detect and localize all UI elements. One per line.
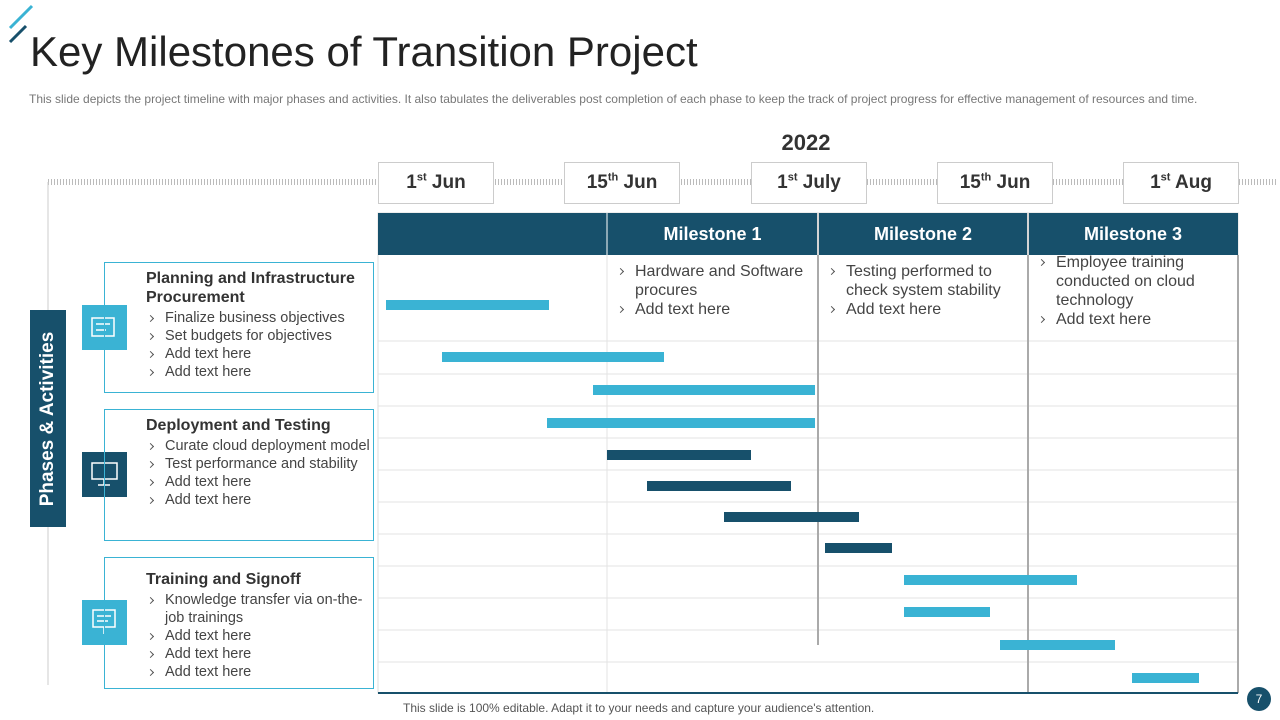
phase-box: Planning and Infrastructure Procurement F… [104,262,374,393]
phase-items: Curate cloud deployment model Test perfor… [146,437,373,509]
date-box: 1st Aug [1123,162,1239,204]
title: Key Milestones of Transition Project [30,28,698,75]
milestone-items: Testing performed to check system stabil… [827,262,1017,319]
phase-item: Add text here [146,663,373,681]
date-month: Jun [996,172,1031,193]
footer: This slide is 100% editable. Adapt it to… [403,701,875,715]
date-month: Jun [431,172,466,193]
date-day: 1 [1150,172,1161,193]
phase-title: Deployment and Testing [146,417,331,434]
milestone-items: Employee training conducted on cloud tec… [1037,253,1227,329]
phase-item: Add text here [146,627,373,645]
phase-items: Finalize business objectives Set budgets … [146,309,373,381]
date-month: Aug [1175,172,1212,193]
milestone-title: Milestone 1 [663,224,762,244]
phase-items: Knowledge transfer via on-the-job traini… [146,591,373,681]
subtitle: This slide depicts the project timeline … [29,92,1198,106]
phase-item: Add text here [146,473,373,491]
phase-title: Planning and Infrastructure Procurement [146,270,355,306]
phase-box: Training and Signoff Knowledge transfer v… [104,557,374,689]
milestone-item: Add text here [1037,310,1227,329]
milestone-item: Employee training conducted on cloud tec… [1037,253,1227,310]
date-suffix: st [1160,171,1171,184]
side-label-box: Phases & Activities [30,310,66,527]
phase-item: Test performance and stability [146,455,373,473]
phase-item: Finalize business objectives [146,309,373,327]
phase-item: Knowledge transfer via on-the-job traini… [146,591,373,627]
phase-item: Add text here [146,645,373,663]
milestone-item: Add text here [827,300,1017,319]
date-month: July [802,172,841,193]
milestone-item: Add text here [616,300,807,319]
phase-item: Add text here [146,491,373,509]
milestone-title: Milestone 3 [1083,224,1183,244]
phase-box: Deployment and Testing Curate cloud deplo… [104,409,374,541]
phase-item: Set budgets for objectives [146,327,373,345]
date-day: 1 [777,172,788,193]
date-day: 15 [959,172,981,193]
date-day: 1 [406,172,417,193]
date-month: Jun [623,172,658,193]
phase-item: Add text here [146,345,373,363]
year: 2022 [781,130,831,155]
date-suffix: th [607,171,619,184]
date-suffix: st [416,171,427,184]
date-suffix: th [980,171,992,184]
milestone-item: Hardware and Software procures [616,262,807,300]
date-box: 15th Jun [937,162,1053,204]
date-suffix: st [787,171,798,184]
phase-item: Add text here [146,363,373,381]
side-label: Phases & Activities [37,331,58,506]
milestone-items: Hardware and Software procures Add text h… [616,262,807,319]
milestone-title: Milestone 2 [873,224,973,244]
phase-title: Training and Signoff [146,571,301,588]
milestone-item: Testing performed to check system stabil… [827,262,1017,300]
date-box: 1st Jun [378,162,494,204]
page-number: 7 [1247,687,1271,711]
date-box: 15th Jun [564,162,680,204]
date-box: 1st July [751,162,867,204]
phase-item: Curate cloud deployment model [146,437,373,455]
date-day: 15 [586,172,608,193]
